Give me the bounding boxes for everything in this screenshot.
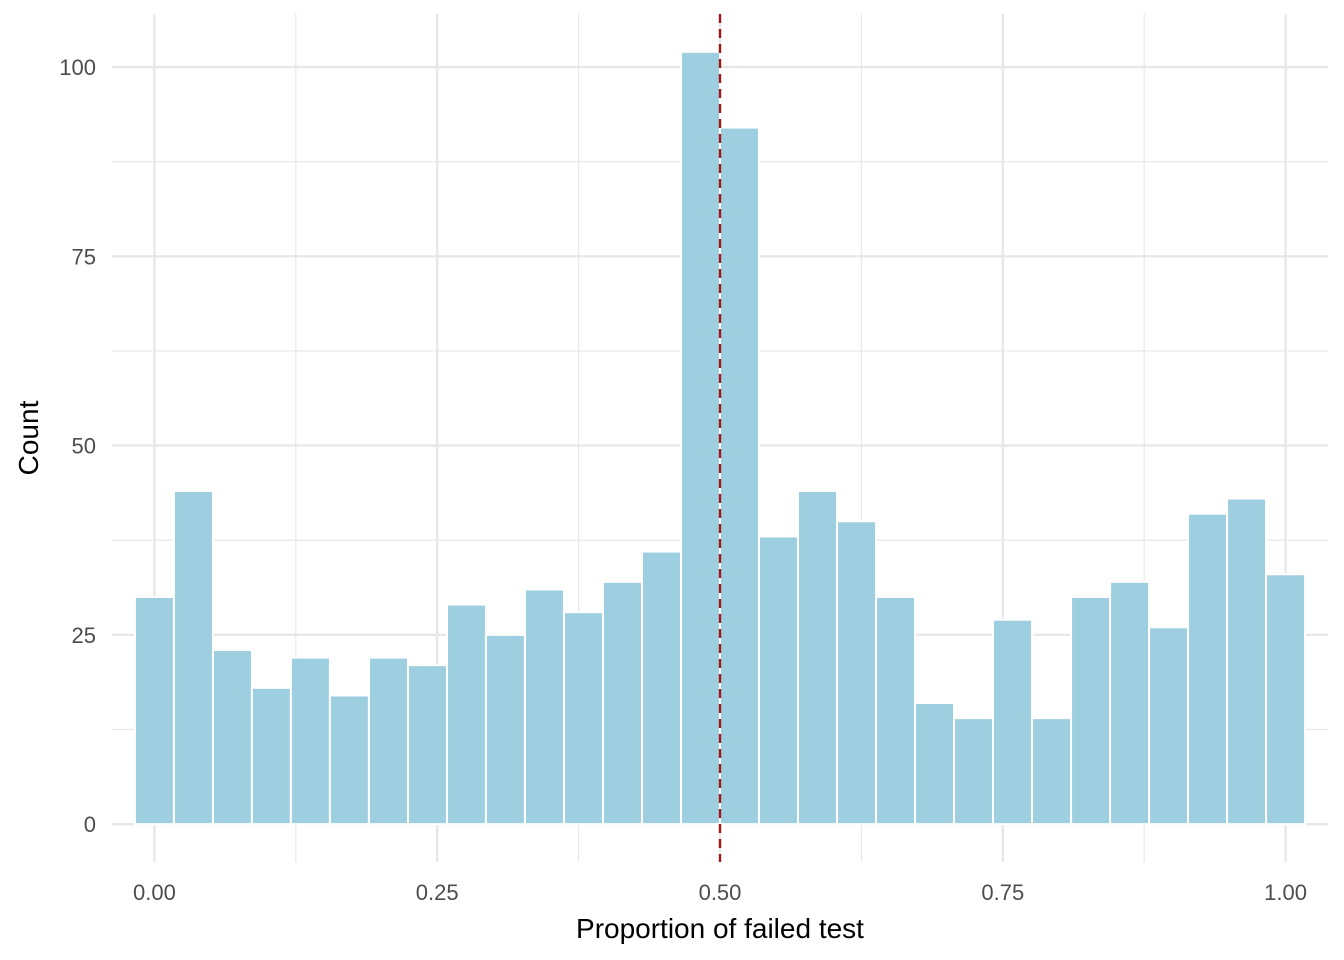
histogram-bar [1070, 596, 1112, 826]
histogram-bar [406, 664, 448, 826]
histogram-bar [718, 126, 760, 826]
y-axis-ticks: 0 25 50 75 100 [59, 55, 96, 837]
histogram-bar [1148, 626, 1190, 826]
histogram-bar [952, 717, 995, 826]
histogram-bar [914, 702, 956, 826]
y-tick-label: 50 [72, 434, 96, 459]
histogram-bar [328, 694, 370, 826]
histogram-bar [445, 603, 488, 826]
y-tick-label: 100 [59, 55, 96, 80]
histogram-bar [523, 588, 565, 826]
histogram-bar [1187, 512, 1229, 826]
x-tick-label: 0.25 [416, 880, 459, 905]
histogram-bar [1031, 717, 1073, 826]
x-tick-label: 0.75 [981, 880, 1024, 905]
histogram-bar [757, 535, 799, 826]
histogram-bar [211, 649, 253, 826]
y-axis-title: Count [13, 400, 44, 475]
histogram-bar [992, 618, 1034, 826]
histogram-bar [1226, 497, 1268, 826]
y-tick-label: 0 [84, 812, 96, 837]
histogram-bar [875, 596, 917, 826]
histogram-bar [601, 580, 644, 826]
histogram-bar [367, 656, 409, 826]
histogram-bar [289, 656, 331, 826]
x-tick-label: 1.00 [1264, 880, 1307, 905]
histogram-bar [836, 520, 878, 826]
histogram-bar [641, 550, 683, 826]
y-tick-label: 25 [72, 623, 96, 648]
y-tick-label: 75 [72, 244, 96, 269]
histogram-bar [133, 596, 175, 826]
histogram-bar [680, 50, 722, 826]
histogram-bar [484, 633, 526, 826]
histogram-bar [796, 490, 839, 826]
x-tick-label: 0.50 [699, 880, 742, 905]
histogram-bar [1265, 573, 1307, 826]
x-axis-ticks: 0.00 0.25 0.50 0.75 1.00 [133, 880, 1307, 905]
x-axis-title: Proportion of failed test [576, 913, 864, 944]
histogram-bar [1109, 580, 1151, 826]
histogram-bar [250, 686, 292, 826]
bars [133, 50, 1307, 826]
histogram-bar [172, 490, 214, 826]
x-tick-label: 0.00 [133, 880, 176, 905]
histogram-bar [562, 611, 604, 826]
